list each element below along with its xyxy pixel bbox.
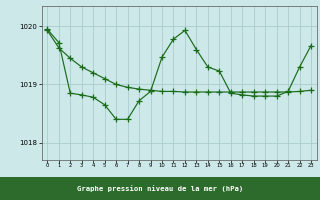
- Text: Graphe pression niveau de la mer (hPa): Graphe pression niveau de la mer (hPa): [77, 186, 243, 192]
